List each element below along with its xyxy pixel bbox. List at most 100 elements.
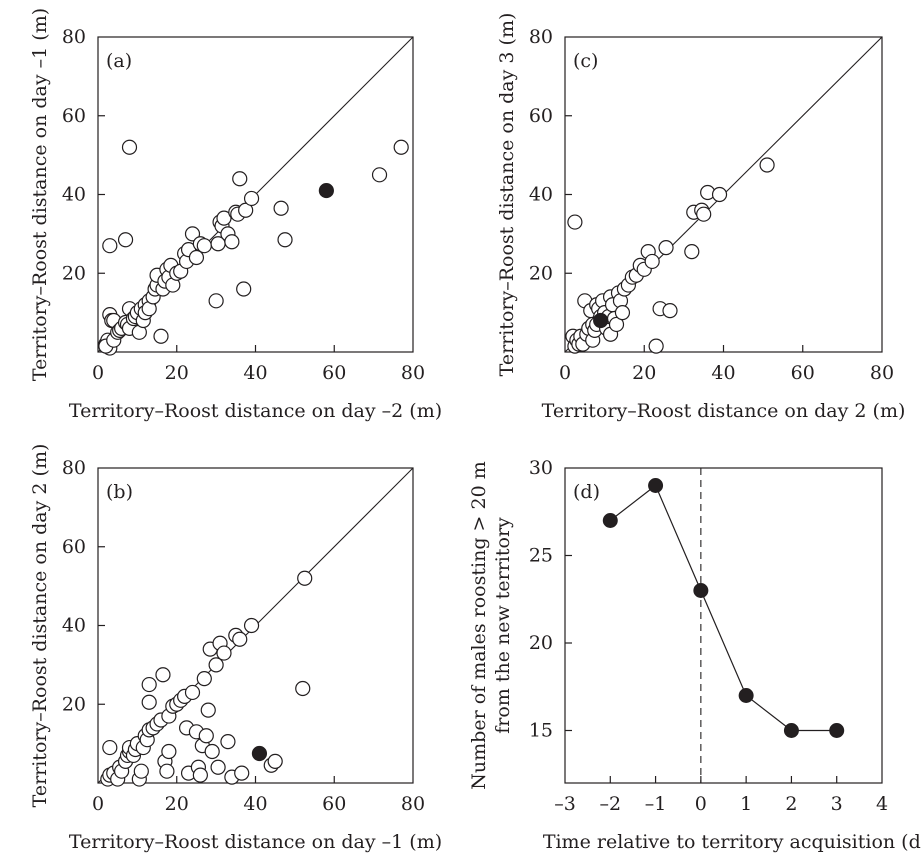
y-tick-label: 25 bbox=[529, 545, 553, 567]
y-tick-label: 60 bbox=[62, 105, 86, 127]
data-point-open bbox=[200, 702, 216, 718]
panel-label: (d) bbox=[573, 481, 600, 503]
data-point-filled bbox=[318, 182, 334, 199]
data-point-open bbox=[648, 338, 664, 354]
data-point-open bbox=[216, 645, 232, 661]
y-axis-label: Territory–Roost distance on day 3 (m) bbox=[496, 13, 518, 377]
x-tick-label: –1 bbox=[645, 793, 667, 815]
data-point-open bbox=[371, 167, 388, 183]
data-point-open bbox=[117, 232, 134, 248]
data-point-open bbox=[684, 243, 700, 260]
data-point-open bbox=[273, 200, 289, 216]
data-point-filled bbox=[693, 583, 709, 598]
x-tick-label: 20 bbox=[632, 362, 656, 384]
data-point-filled bbox=[602, 513, 618, 528]
y-tick-label: 40 bbox=[529, 184, 553, 206]
series-line bbox=[609, 484, 837, 732]
y-tick-label: 20 bbox=[529, 262, 553, 284]
x-tick-label: 60 bbox=[322, 362, 346, 384]
panel-c-scatter: (c) 0 20 40 60 80 20 40 60 80 Territory–Roost dist… bbox=[496, 13, 905, 422]
data-point-open bbox=[236, 281, 252, 297]
panel-label: (a) bbox=[106, 50, 132, 72]
y-axis-label-line-1: Number of males roosting > 20 m bbox=[468, 461, 490, 789]
panel-label: (b) bbox=[106, 481, 133, 503]
data-point-open bbox=[155, 667, 171, 683]
data-point-open bbox=[658, 240, 674, 256]
data-point-open bbox=[188, 249, 205, 266]
data-point-open bbox=[393, 139, 409, 155]
y-tick-label: 80 bbox=[529, 26, 553, 48]
data-point-open bbox=[277, 232, 293, 248]
data-point-open bbox=[141, 676, 157, 693]
y-tick-label: 20 bbox=[62, 262, 86, 284]
x-tick-label: 0 bbox=[695, 793, 707, 815]
y-tick-label: 40 bbox=[62, 615, 86, 637]
data-point-open bbox=[102, 739, 118, 756]
data-point-filled bbox=[829, 723, 845, 738]
plot-frame bbox=[564, 467, 883, 784]
x-tick-label: 20 bbox=[165, 362, 189, 384]
data-point-open bbox=[297, 570, 313, 586]
data-point-open bbox=[662, 303, 678, 319]
panel-d-line-chart: (d) –3 –2 –1 0 1 2 3 4 15 20 25 30 Time relative to t… bbox=[468, 457, 921, 853]
data-point-open bbox=[216, 210, 232, 226]
data-point-open bbox=[198, 728, 214, 744]
y-tick-label: 40 bbox=[62, 184, 86, 206]
data-point-open bbox=[220, 734, 236, 750]
data-point-open bbox=[184, 684, 201, 701]
x-axis-label: Territory–Roost distance on day 2 (m) bbox=[542, 400, 906, 422]
data-point-open bbox=[153, 328, 169, 344]
x-tick-label: 40 bbox=[243, 793, 267, 815]
data-point-open bbox=[161, 743, 177, 760]
data-point-open bbox=[196, 238, 212, 254]
x-axis-label: Time relative to territory acquisition (… bbox=[543, 831, 921, 853]
x-tick-label: 0 bbox=[92, 793, 104, 815]
x-tick-label: 1 bbox=[740, 793, 752, 815]
data-point-filled bbox=[251, 745, 268, 762]
x-tick-label: 0 bbox=[92, 362, 104, 384]
x-axis-label: Territory–Roost distance on day –1 (m) bbox=[69, 831, 442, 853]
x-tick-label: 20 bbox=[165, 793, 189, 815]
x-tick-label: –2 bbox=[599, 793, 621, 815]
data-point-open bbox=[232, 631, 248, 647]
data-point-open bbox=[232, 171, 248, 187]
x-tick-label: 80 bbox=[870, 362, 894, 384]
data-point-open bbox=[159, 763, 175, 779]
data-point-filled bbox=[738, 688, 754, 703]
data-point-open bbox=[224, 234, 240, 250]
x-axis-label: Territory–Roost distance on day –2 (m) bbox=[69, 400, 442, 422]
x-tick-label: 60 bbox=[791, 362, 815, 384]
data-point-open bbox=[184, 226, 201, 242]
data-point-filled bbox=[783, 723, 799, 738]
data-point-open bbox=[102, 238, 118, 254]
panel-label: (c) bbox=[573, 50, 598, 72]
panel-a-scatter: (a) 0 20 40 60 80 20 40 60 80 Territory–Roost dist… bbox=[29, 8, 442, 422]
x-tick-label: 80 bbox=[401, 362, 425, 384]
data-point-open bbox=[141, 694, 157, 710]
data-point-open bbox=[711, 186, 728, 203]
y-tick-label: 60 bbox=[529, 105, 553, 127]
y-tick-label: 80 bbox=[62, 26, 86, 48]
panel-b-scatter: (b) 0 20 40 60 80 20 40 60 80 Territory–Roost dist… bbox=[29, 444, 442, 853]
x-tick-label: 40 bbox=[243, 362, 267, 384]
data-point-open bbox=[267, 753, 283, 769]
data-point-open bbox=[208, 293, 224, 309]
y-tick-label: 30 bbox=[529, 457, 553, 479]
y-tick-label: 60 bbox=[62, 536, 86, 558]
x-tick-label: –3 bbox=[554, 793, 576, 815]
y-axis-label: Territory–Roost distance on day –1 (m) bbox=[29, 8, 51, 381]
x-tick-label: 2 bbox=[785, 793, 797, 815]
x-tick-label: 60 bbox=[322, 793, 346, 815]
data-point-open bbox=[243, 190, 260, 207]
data-point-open bbox=[295, 680, 311, 697]
y-axis-label: Territory–Roost distance on day 2 (m) bbox=[29, 444, 51, 808]
data-point-open bbox=[696, 206, 712, 222]
y-tick-label: 80 bbox=[62, 457, 86, 479]
data-point-open bbox=[238, 202, 254, 218]
y-tick-label: 20 bbox=[62, 693, 86, 715]
y-tick-label: 15 bbox=[529, 720, 553, 742]
data-point-open bbox=[608, 316, 625, 333]
y-axis-label-line-2: from the new territory bbox=[492, 517, 514, 734]
data-point-open bbox=[644, 253, 660, 270]
data-point-open bbox=[243, 617, 260, 634]
